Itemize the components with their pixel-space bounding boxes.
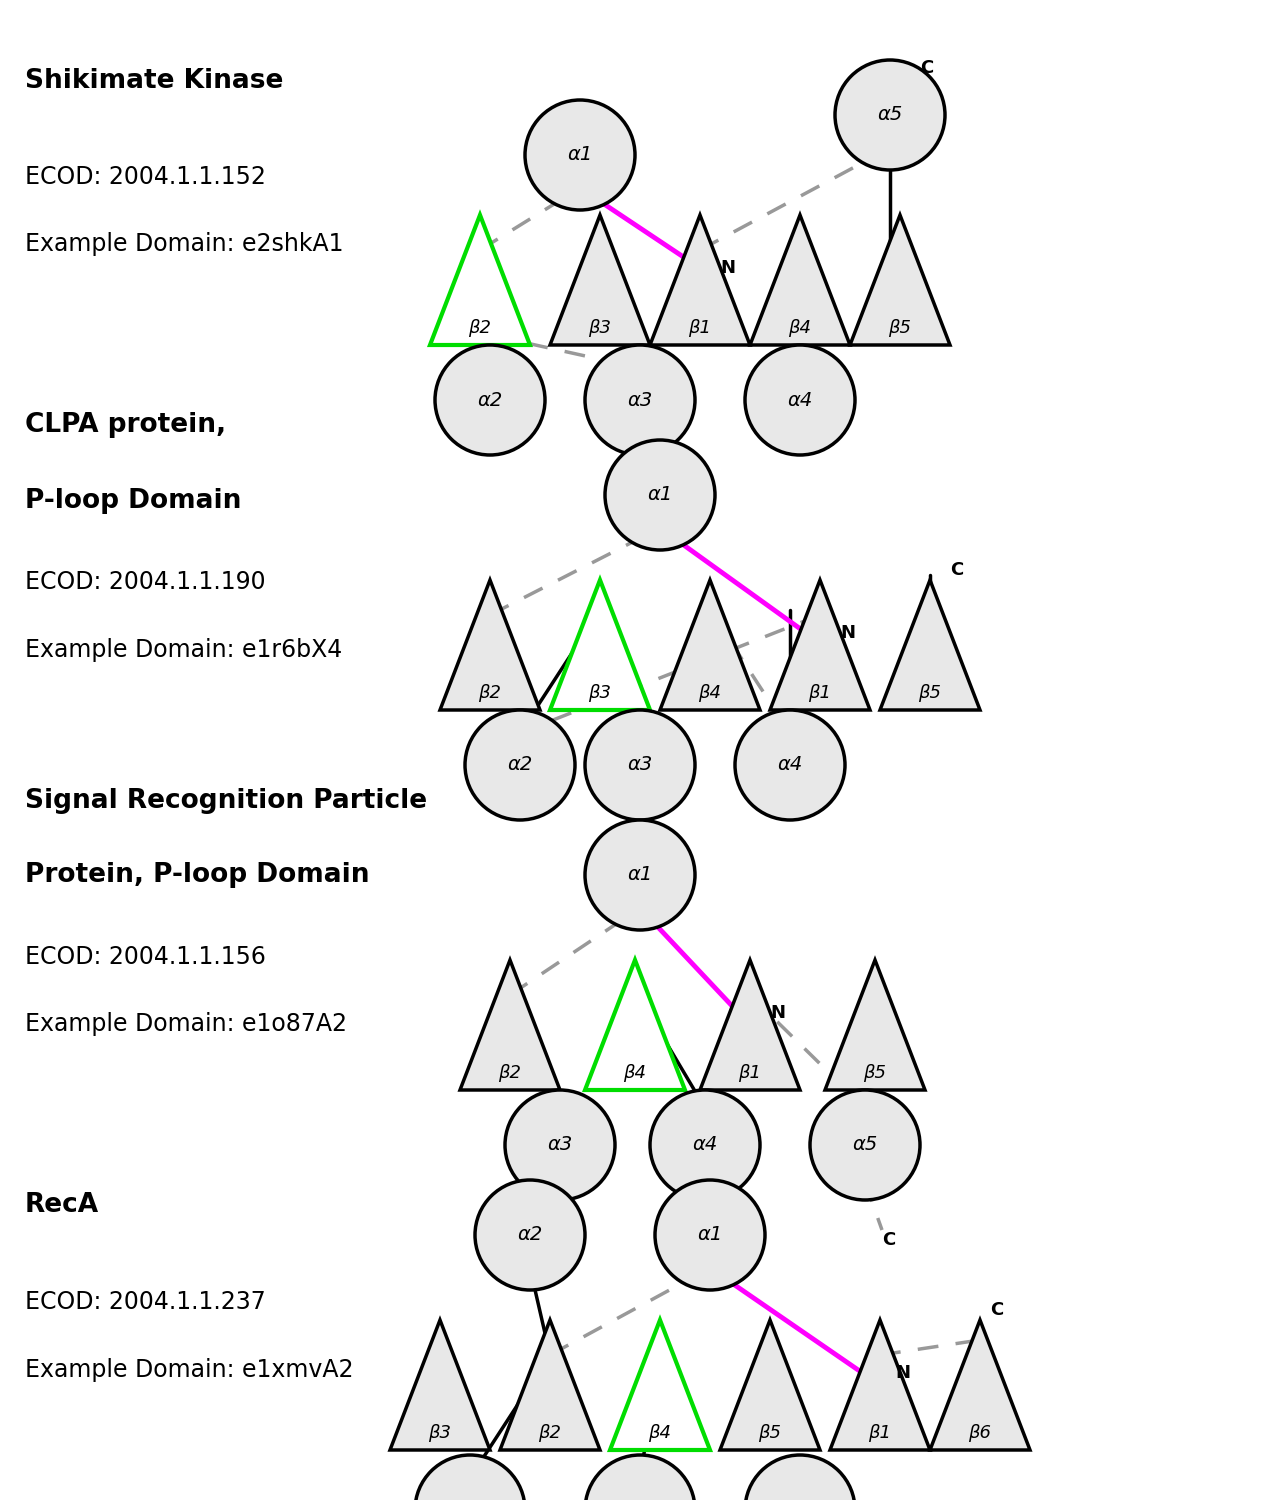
- Text: α4: α4: [777, 756, 802, 774]
- Text: N: N: [720, 260, 734, 278]
- Text: C: C: [950, 561, 963, 579]
- Text: α2: α2: [507, 756, 533, 774]
- Polygon shape: [650, 214, 750, 345]
- Ellipse shape: [745, 345, 855, 454]
- Text: β5: β5: [864, 1064, 886, 1082]
- Text: β5: β5: [889, 320, 912, 338]
- Text: Example Domain: e1xmvA2: Example Domain: e1xmvA2: [24, 1358, 353, 1382]
- Ellipse shape: [586, 345, 695, 454]
- Polygon shape: [829, 1320, 930, 1450]
- Ellipse shape: [650, 1090, 760, 1200]
- Ellipse shape: [745, 1455, 855, 1500]
- Polygon shape: [826, 960, 924, 1090]
- Text: α3: α3: [628, 756, 652, 774]
- Text: ECOD: 2004.1.1.152: ECOD: 2004.1.1.152: [24, 165, 266, 189]
- Polygon shape: [750, 214, 850, 345]
- Ellipse shape: [586, 821, 695, 930]
- Text: β1: β1: [738, 1064, 761, 1082]
- Text: RecA: RecA: [24, 1192, 99, 1218]
- Text: Example Domain: e2shkA1: Example Domain: e2shkA1: [24, 232, 344, 256]
- Polygon shape: [550, 214, 650, 345]
- Text: β4: β4: [698, 684, 722, 702]
- Text: β4: β4: [624, 1064, 647, 1082]
- Text: β2: β2: [538, 1424, 561, 1442]
- Text: Example Domain: e1r6bX4: Example Domain: e1r6bX4: [24, 638, 343, 662]
- Text: α1: α1: [568, 146, 593, 165]
- Text: Example Domain: e1o87A2: Example Domain: e1o87A2: [24, 1013, 347, 1036]
- Polygon shape: [930, 1320, 1030, 1450]
- Text: P-loop Domain: P-loop Domain: [24, 488, 241, 513]
- Text: β3: β3: [588, 684, 611, 702]
- Ellipse shape: [465, 710, 575, 821]
- Polygon shape: [700, 960, 800, 1090]
- Polygon shape: [550, 580, 650, 710]
- Text: β5: β5: [759, 1424, 782, 1442]
- Polygon shape: [770, 580, 871, 710]
- Text: ECOD: 2004.1.1.237: ECOD: 2004.1.1.237: [24, 1290, 266, 1314]
- Polygon shape: [440, 580, 541, 710]
- Text: β5: β5: [918, 684, 941, 702]
- Polygon shape: [390, 1320, 490, 1450]
- Ellipse shape: [586, 1455, 695, 1500]
- Polygon shape: [586, 960, 684, 1090]
- Text: ECOD: 2004.1.1.156: ECOD: 2004.1.1.156: [24, 945, 266, 969]
- Ellipse shape: [505, 1090, 615, 1200]
- Text: Protein, P-loop Domain: Protein, P-loop Domain: [24, 862, 370, 888]
- Ellipse shape: [435, 345, 544, 454]
- Polygon shape: [460, 960, 560, 1090]
- Polygon shape: [880, 580, 980, 710]
- Text: α4: α4: [692, 1136, 718, 1155]
- Ellipse shape: [605, 440, 715, 550]
- Text: β1: β1: [809, 684, 832, 702]
- Text: C: C: [882, 1232, 895, 1250]
- Ellipse shape: [734, 710, 845, 821]
- Ellipse shape: [415, 1455, 525, 1500]
- Text: α5: α5: [877, 105, 903, 125]
- Text: CLPA protein,: CLPA protein,: [24, 413, 226, 438]
- Polygon shape: [720, 1320, 820, 1450]
- Text: α1: α1: [628, 865, 652, 885]
- Text: Signal Recognition Particle: Signal Recognition Particle: [24, 788, 428, 813]
- Text: C: C: [921, 58, 933, 76]
- Text: β2: β2: [469, 320, 492, 338]
- Text: β1: β1: [688, 320, 711, 338]
- Ellipse shape: [835, 60, 945, 170]
- Polygon shape: [850, 214, 950, 345]
- Text: N: N: [770, 1004, 785, 1022]
- Ellipse shape: [810, 1090, 921, 1200]
- Text: N: N: [895, 1364, 910, 1382]
- Text: α4: α4: [787, 390, 813, 410]
- Text: β6: β6: [968, 1424, 991, 1442]
- Text: C: C: [990, 1300, 1003, 1318]
- Text: α1: α1: [697, 1226, 723, 1245]
- Polygon shape: [660, 580, 760, 710]
- Text: N: N: [840, 624, 855, 642]
- Polygon shape: [499, 1320, 600, 1450]
- Text: α3: α3: [628, 390, 652, 410]
- Text: β3: β3: [429, 1424, 452, 1442]
- Text: β2: β2: [479, 684, 502, 702]
- Text: α2: α2: [517, 1226, 543, 1245]
- Text: α2: α2: [478, 390, 502, 410]
- Text: β2: β2: [498, 1064, 521, 1082]
- Text: β4: β4: [648, 1424, 672, 1442]
- Ellipse shape: [475, 1180, 586, 1290]
- Polygon shape: [610, 1320, 710, 1450]
- Text: Shikimate Kinase: Shikimate Kinase: [24, 68, 284, 93]
- Text: α3: α3: [547, 1136, 573, 1155]
- Text: β3: β3: [588, 320, 611, 338]
- Ellipse shape: [655, 1180, 765, 1290]
- Text: β4: β4: [788, 320, 811, 338]
- Text: α5: α5: [853, 1136, 878, 1155]
- Text: α1: α1: [647, 486, 673, 504]
- Polygon shape: [430, 214, 530, 345]
- Text: β1: β1: [868, 1424, 891, 1442]
- Ellipse shape: [586, 710, 695, 821]
- Text: ECOD: 2004.1.1.190: ECOD: 2004.1.1.190: [24, 570, 266, 594]
- Ellipse shape: [525, 100, 636, 210]
